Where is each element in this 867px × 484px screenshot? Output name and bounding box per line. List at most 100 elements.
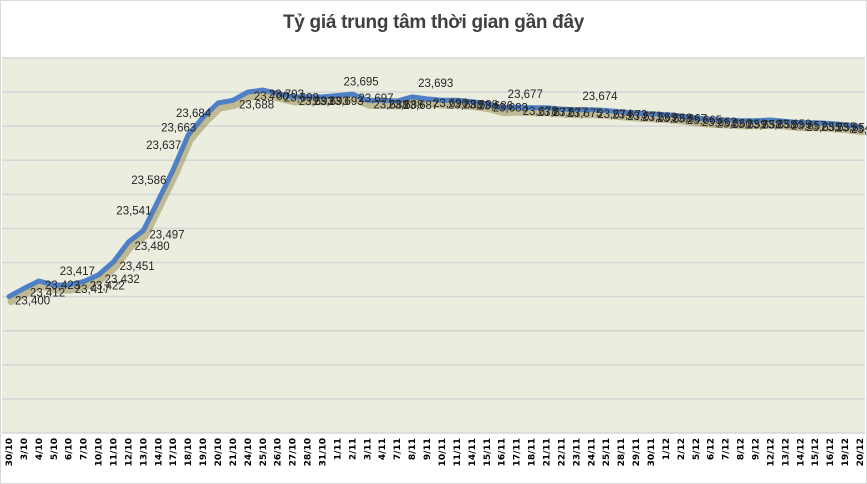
data-label: 23,658 — [747, 120, 782, 132]
data-label: 23,432 — [105, 274, 140, 286]
data-label: 23,671 — [627, 111, 662, 123]
x-tick-label: 12/10 — [124, 438, 134, 466]
data-label: 23,663 — [161, 122, 196, 134]
x-tick-label: 17/10 — [169, 438, 179, 466]
x-tick-label: 24/11 — [587, 438, 597, 466]
x-tick-label: 18/11 — [528, 438, 538, 466]
data-label: 23,675 — [567, 108, 602, 120]
x-tick-label: 28/10 — [304, 438, 314, 466]
data-label: 23,695 — [343, 77, 378, 89]
x-tick-label: 7/12 — [722, 438, 732, 460]
data-label: 23,412 — [30, 287, 65, 299]
data-label: 23,480 — [134, 241, 169, 253]
data-label: 23,687 — [403, 100, 438, 112]
x-tick-label: 6/12 — [707, 438, 717, 460]
data-label: 23,659 — [776, 119, 811, 131]
x-tick-label: 3/11 — [363, 438, 373, 460]
data-label: 23,668 — [657, 113, 692, 125]
x-tick-label: 7/10 — [80, 438, 90, 460]
data-label: 23,667 — [672, 114, 707, 126]
data-label: 23,541 — [116, 206, 151, 218]
data-label: 23,654 — [836, 122, 867, 134]
x-tick-label: 1/11 — [333, 438, 343, 460]
data-label: 23,686 — [478, 101, 513, 113]
x-tick-label: 7/11 — [393, 438, 403, 460]
x-tick-label: 11/10 — [110, 438, 120, 466]
data-label: 23,684 — [176, 108, 212, 120]
data-label: 23,586 — [131, 175, 166, 187]
x-tick-label: 18/10 — [184, 438, 194, 466]
data-label: 23,677 — [508, 89, 543, 101]
shadow-line — [7, 91, 866, 306]
x-tick-label: 21/11 — [542, 438, 552, 466]
data-label: 23,678 — [523, 106, 558, 118]
x-tick-label: 27/10 — [289, 438, 299, 466]
x-tick-label: 3/10 — [20, 438, 30, 460]
data-label: 23,683 — [493, 103, 528, 115]
data-label: 23,703 — [269, 89, 304, 101]
x-tick-label: 1/12 — [662, 438, 672, 460]
x-tick-label: 8/11 — [408, 438, 418, 460]
data-label: 23,693 — [418, 78, 453, 90]
data-label: 23,697 — [358, 93, 393, 105]
x-tick-label: 11/11 — [453, 438, 463, 466]
x-tick-label: 10/11 — [438, 438, 448, 466]
data-label: 23,657 — [791, 120, 826, 132]
data-label: 23,688 — [239, 99, 274, 111]
x-tick-label: 29/11 — [632, 438, 642, 466]
x-tick-label: 26/10 — [274, 438, 284, 466]
x-tick-label: 5/12 — [692, 438, 702, 460]
data-label: 23,655 — [821, 122, 856, 134]
x-tick-label: 13/12 — [781, 438, 791, 466]
data-label: 23,659 — [732, 119, 767, 131]
data-label: 23,662 — [702, 117, 737, 129]
x-tick-label: 30/11 — [647, 438, 657, 466]
data-label: 23,674 — [582, 91, 618, 103]
x-tick-label: 22/11 — [557, 438, 567, 466]
data-label: 23,451 — [120, 261, 155, 273]
data-label: 23,423 — [45, 280, 80, 292]
data-label: 23,400 — [15, 296, 50, 308]
data-label: 23,688 — [373, 99, 408, 111]
data-label: 23,417 — [60, 266, 95, 278]
data-label: 23,673 — [612, 110, 647, 122]
x-tick-label: 28/11 — [617, 438, 627, 466]
x-tick-label: 2/11 — [348, 438, 358, 460]
x-tick-label: 24/10 — [244, 438, 254, 466]
x-tick-label: 15/12 — [811, 438, 821, 466]
data-label: 23,693 — [299, 96, 334, 108]
x-tick-label: 23/11 — [572, 438, 582, 466]
data-labels: 23,40023,41223,42323,41723,41723,42223,4… — [15, 77, 867, 308]
data-label: 23,688 — [388, 99, 423, 111]
x-tick-label: 12/12 — [766, 438, 776, 466]
data-label: 23,690 — [433, 98, 468, 110]
series-line — [6, 87, 863, 300]
x-tick-label: 19/12 — [841, 438, 851, 466]
data-label: 23,660 — [717, 118, 752, 130]
x-axis: 30/10 3/10 4/10 5/10 6/10 7/10 10/10 11/10 12/10… — [5, 438, 866, 466]
line-shadow — [7, 91, 866, 306]
x-tick-label: 2/12 — [677, 438, 687, 460]
x-tick-label: 15/11 — [483, 438, 493, 466]
x-tick-label: 6/10 — [65, 438, 75, 460]
data-label: 23,497 — [149, 230, 184, 242]
x-tick-label: 14/12 — [796, 438, 806, 466]
data-label: 23,693 — [314, 96, 349, 108]
data-label: 23,422 — [90, 281, 125, 293]
x-tick-label: 30/10 — [5, 438, 15, 466]
chart-title: Tỷ giá trung tâm thời gian gần đây — [283, 12, 584, 33]
x-tick-label: 31/10 — [319, 438, 329, 466]
data-label: 23,669 — [642, 112, 677, 124]
data-label: 23,674 — [597, 109, 633, 121]
x-tick-label: 10/10 — [95, 438, 105, 466]
x-tick-label: 19/10 — [199, 438, 209, 466]
x-tick-label: 20/12 — [856, 438, 866, 466]
x-tick-label: 8/12 — [737, 438, 747, 460]
x-tick-label: 25/11 — [602, 438, 612, 466]
x-tick-label: 17/11 — [513, 438, 523, 466]
data-label: 23,688 — [463, 99, 498, 111]
x-tick-label: 14/11 — [468, 438, 478, 466]
data-label: 23,693 — [329, 96, 364, 108]
data-label: 23,677 — [538, 107, 573, 119]
